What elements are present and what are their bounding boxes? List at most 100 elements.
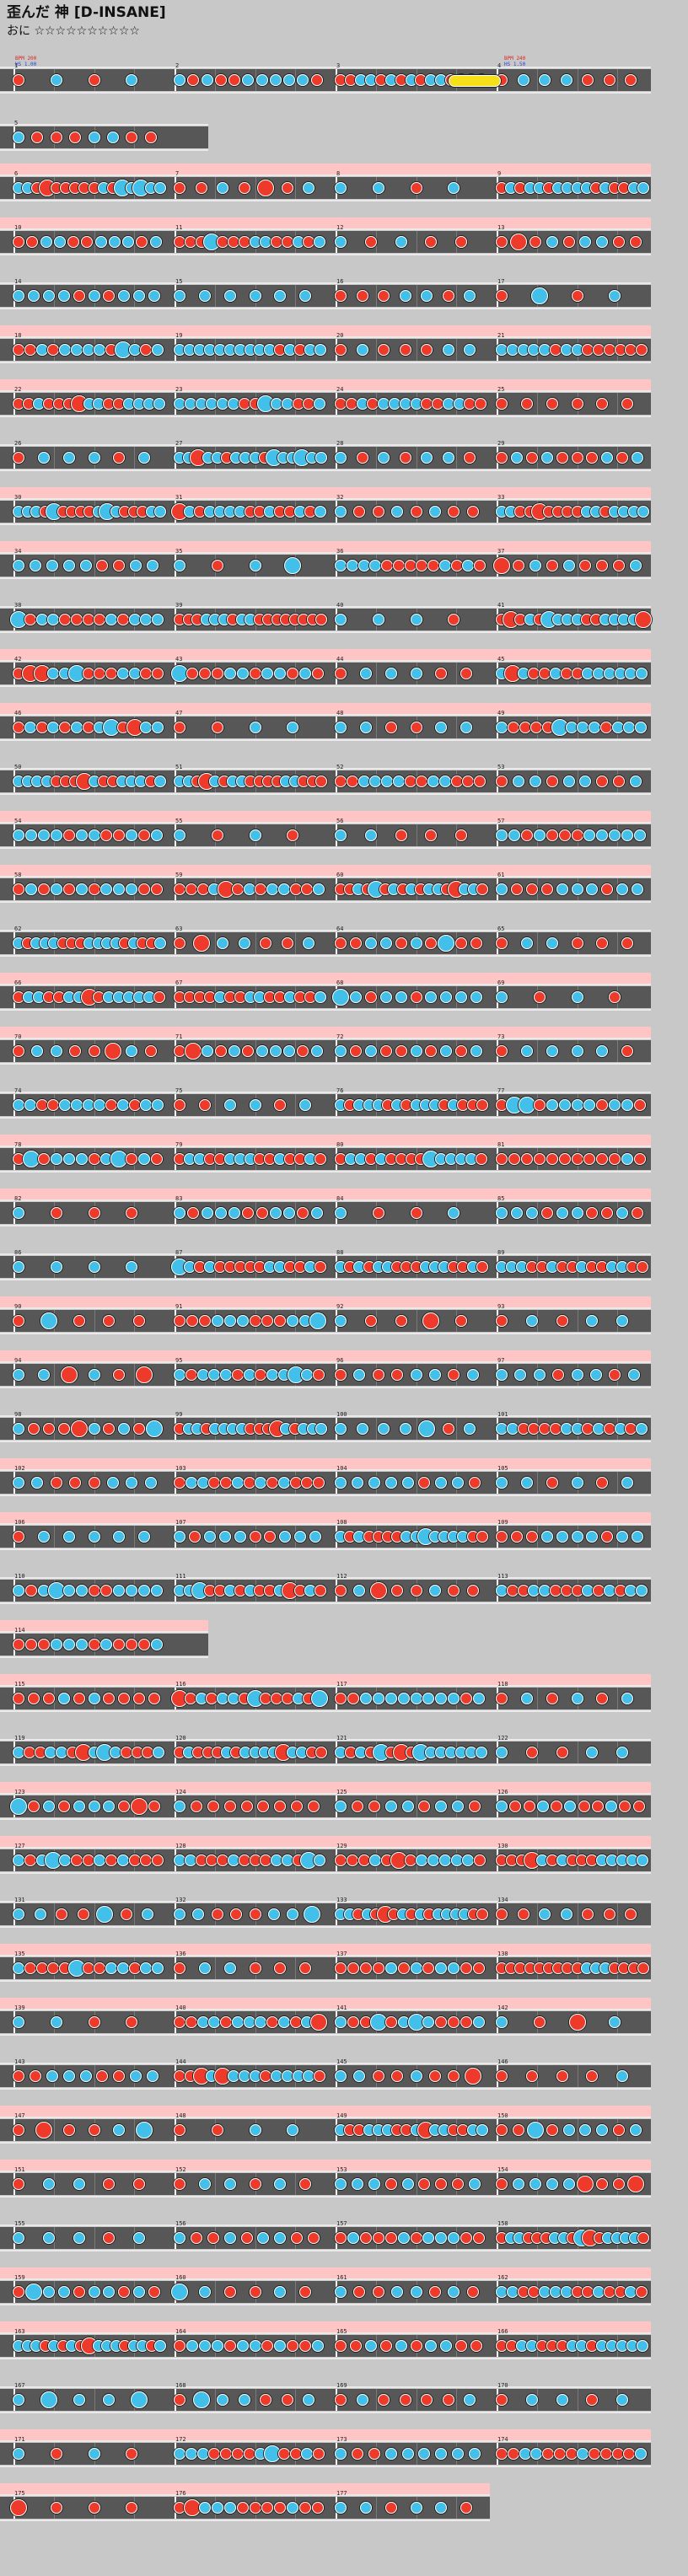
don-note [571,829,583,841]
ka-note [637,182,649,194]
measure-number: 114 [14,1627,25,1634]
don-note [281,2394,293,2406]
ka-note [579,236,592,248]
ka-note [526,2122,544,2139]
measure-number: 145 [336,2058,347,2065]
don-note [174,2016,185,2028]
measure-number: 153 [336,2166,347,2173]
don-note [549,344,562,356]
ka-note [473,1693,486,1704]
don-note [372,1207,384,1219]
beat-line [375,2497,377,2519]
measure-number: 116 [175,1681,186,1688]
don-note [249,1315,261,1327]
don-note [368,1801,380,1812]
ka-note [310,1045,323,1057]
ka-note [410,1045,422,1057]
ka-note [196,1477,209,1489]
beat-line [375,663,377,684]
beat-line [295,1040,297,1062]
gogo-band [0,1512,651,1524]
don-note [249,2286,261,2298]
don-note [214,1045,227,1057]
don-note [126,131,138,143]
ka-note [496,883,508,895]
don-note [562,236,575,248]
ka-note [13,1423,24,1435]
measure-number: 138 [497,1951,508,1957]
ka-note [154,506,167,518]
don-note [379,1045,392,1057]
ka-note [13,1585,24,1597]
measure-number: 130 [497,1843,508,1849]
ka-note [496,1477,508,1489]
don-note [404,775,417,787]
chart-row: 123 124 125 126 [0,1782,651,1820]
beat-line [617,1472,619,1494]
don-note [591,1801,604,1812]
ka-note [410,2070,422,2082]
measure-number: 149 [336,2112,347,2119]
don-note [88,74,100,86]
don-note [335,1369,347,1381]
beat-line [53,1364,55,1386]
measure-number: 31 [175,494,183,501]
measure-number: 123 [14,1789,25,1795]
ka-note [395,2340,407,2352]
ka-note [384,668,397,679]
don-note [249,668,261,679]
don-note [512,2124,524,2136]
don-note [281,182,293,194]
don-note [312,668,325,679]
don-note [346,775,358,787]
don-note [349,2340,362,2352]
ka-note [196,2016,209,2028]
don-note [185,668,198,679]
ka-note [70,1099,83,1111]
measure-number: 79 [175,1141,183,1148]
don-note [384,2232,397,2244]
don-note [174,236,185,248]
don-note [174,1315,185,1327]
ka-note [79,2070,92,2082]
ka-note [153,775,166,787]
don-note [13,74,24,86]
gogo-band [0,2483,490,2495]
don-note [599,722,612,733]
don-note [525,452,538,464]
don-note [308,1801,320,1812]
beat-line [255,2227,256,2249]
don-note [62,829,75,841]
don-note [379,2340,392,2352]
ka-note [147,560,159,572]
ka-note [520,1693,533,1704]
don-note [174,2070,185,2082]
measure-number: 74 [14,1087,22,1094]
measure-number: 139 [14,2004,25,2011]
ka-note [378,452,390,464]
ka-note [335,2178,347,2190]
measure-number: 9 [497,170,502,177]
don-note [356,290,368,302]
measure-number: 83 [175,1195,183,1202]
don-note [464,452,476,464]
ka-note [399,398,411,410]
ka-note [198,2340,211,2352]
chart-row: 62 63 64 65 [0,919,651,957]
measure-number: 93 [497,1303,505,1310]
ka-note [428,1585,441,1597]
ka-note [62,1585,75,1597]
ka-note [309,1531,322,1543]
ka-note [603,1585,615,1597]
don-note [556,1747,568,1758]
ka-note [518,1097,535,1114]
measure-number: 165 [336,2328,347,2335]
measure-number: 173 [336,2436,347,2443]
gogo-band [0,973,651,985]
chart-row: 26 27 28 29 [0,433,651,471]
ka-note [529,2178,541,2190]
ka-note [530,287,548,304]
ka-note [62,1531,75,1543]
measure-number: 28 [336,440,344,447]
ka-note [529,560,541,572]
